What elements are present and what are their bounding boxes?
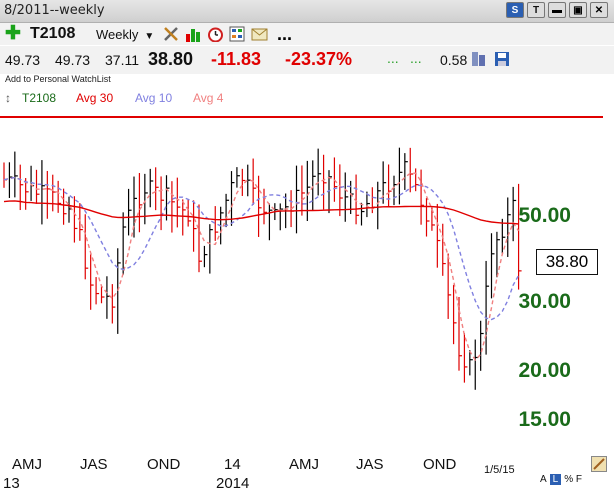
dots-2: ... bbox=[410, 50, 422, 66]
s-button[interactable]: S bbox=[506, 2, 524, 18]
bar-chart-icon[interactable] bbox=[185, 26, 202, 42]
y-tick-30: 30.00 bbox=[518, 290, 571, 313]
updown-arrow-icon[interactable]: ↕ bbox=[5, 91, 11, 105]
scale-a-button[interactable]: A bbox=[540, 474, 547, 485]
legend-avg10[interactable]: Avg 10 bbox=[135, 91, 173, 105]
top-border-line bbox=[0, 116, 603, 118]
x-tick-14: 14 bbox=[224, 456, 241, 473]
plus-icon[interactable]: ✚ bbox=[5, 23, 21, 44]
y-tick-50: 50.00 bbox=[518, 204, 571, 227]
scale-f-button[interactable]: F bbox=[575, 474, 583, 485]
x-tick-jas-2: JAS bbox=[356, 456, 384, 473]
last-price-marker: 38.80 bbox=[536, 249, 598, 275]
legend-symbol[interactable]: T2108 bbox=[22, 91, 57, 105]
legend-avg4[interactable]: Avg 4 bbox=[193, 91, 224, 105]
end-date-label: 1/5/15 bbox=[484, 464, 515, 476]
x-tick-ond-1: OND bbox=[147, 456, 181, 473]
year-label-2014: 2014 bbox=[216, 475, 250, 492]
x-tick-amj-1: AMJ bbox=[12, 456, 42, 473]
envelope-icon[interactable] bbox=[251, 26, 268, 42]
chart-legend: ↕ T2108 Avg 30 Avg 10 Avg 4 bbox=[0, 89, 614, 107]
last-price: 38.80 bbox=[148, 49, 194, 69]
change-value: -11.83 bbox=[211, 49, 262, 69]
more-menu[interactable]: ... bbox=[277, 24, 293, 44]
y-tick-15: 15.00 bbox=[518, 408, 571, 431]
period-select[interactable]: Weekly ▼ bbox=[96, 27, 154, 42]
toolbar-icons: ... bbox=[163, 24, 293, 44]
quote-bar: 49.73 49.73 37.11 38.80 -11.83 -23.37% .… bbox=[0, 46, 614, 74]
avg4-line bbox=[3, 172, 520, 362]
t-button[interactable]: T bbox=[527, 2, 545, 18]
symbol-field[interactable]: T2108 bbox=[30, 25, 76, 42]
close-button[interactable]: ✕ bbox=[590, 2, 608, 18]
clock-icon[interactable] bbox=[207, 26, 224, 43]
price-chart[interactable] bbox=[0, 118, 530, 454]
legend-avg30[interactable]: Avg 30 bbox=[76, 91, 114, 105]
year-label-13: 13 bbox=[3, 475, 20, 492]
scale-controls: A L% F bbox=[540, 474, 582, 485]
tools-icon[interactable] bbox=[163, 26, 180, 42]
low-value: 37.11 bbox=[105, 52, 139, 68]
x-tick-ond-2: OND bbox=[423, 456, 457, 473]
period-label: Weekly bbox=[96, 27, 139, 42]
avg30-line bbox=[3, 200, 519, 225]
x-tick-amj-2: AMJ bbox=[289, 456, 319, 473]
x-tick-jas-1: JAS bbox=[80, 456, 108, 473]
scale-percent-button[interactable]: % bbox=[564, 474, 574, 485]
avg10-line bbox=[3, 176, 520, 321]
database-icon[interactable] bbox=[471, 51, 487, 70]
grid-calculator-icon[interactable] bbox=[229, 26, 246, 42]
toolbar: ✚ T2108 Weekly ▼ ... bbox=[0, 23, 614, 45]
extra-value: 0.58 bbox=[440, 52, 468, 68]
save-icon[interactable] bbox=[494, 51, 510, 70]
change-percent: -23.37% bbox=[285, 49, 353, 69]
restore-button[interactable]: ▣ bbox=[569, 2, 587, 18]
window-title: 8/2011--weekly bbox=[4, 3, 105, 18]
scale-log-button[interactable]: L bbox=[549, 474, 562, 485]
dots-1: ... bbox=[387, 50, 399, 66]
title-bar: 8/2011--weekly S T ▬ ▣ ✕ bbox=[0, 0, 614, 23]
pencil-icon[interactable] bbox=[591, 456, 607, 472]
minimize-button[interactable]: ▬ bbox=[548, 2, 566, 18]
y-tick-20: 20.00 bbox=[518, 359, 571, 382]
high-value: 49.73 bbox=[55, 52, 91, 68]
open-value: 49.73 bbox=[5, 52, 41, 68]
add-to-watchlist-link[interactable]: Add to Personal WatchList bbox=[5, 74, 111, 84]
titlebar-buttons: S T ▬ ▣ ✕ bbox=[506, 2, 608, 18]
chevron-down-icon: ▼ bbox=[144, 31, 155, 42]
